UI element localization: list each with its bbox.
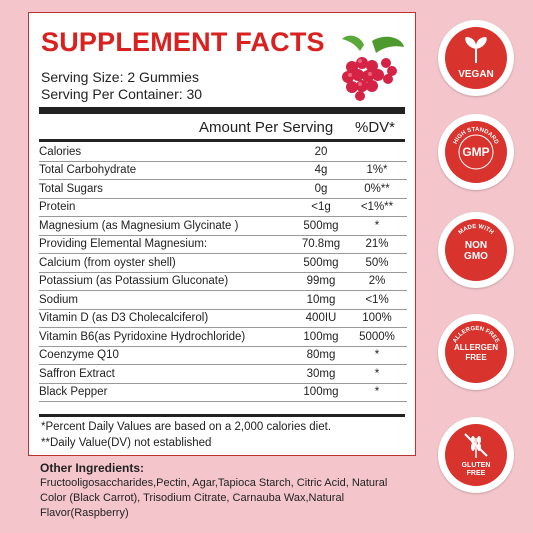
nutrient-row: Black Pepper 100mg * [39, 383, 407, 402]
nutrient-name: Vitamin B6(as Pyridoxine Hydrochloride) [39, 327, 295, 347]
nutrient-dv: 2% [347, 272, 407, 291]
nutrient-amount: 500mg [295, 253, 347, 273]
nutrient-dv: 21% [347, 235, 407, 254]
nutrient-row: Coenzyme Q10 80mg * [39, 346, 407, 365]
allergen-line2: FREE [465, 353, 487, 362]
nutrient-dv: * [347, 346, 407, 365]
gmp-label: GMP [462, 145, 490, 159]
allergen-free-label: ALLERGEN FREE [445, 343, 507, 363]
nutrient-row: Vitamin D (as D3 Cholecalciferol) 400IU 10… [39, 309, 407, 328]
gmp-badge: HIGH STANDARD GMP [438, 114, 514, 190]
nutrient-name: Protein [39, 198, 295, 217]
wheat-crossed-icon [464, 433, 488, 458]
nutrient-dv: * [347, 216, 407, 236]
nutrient-row: Providing Elemental Magnesium: 70.8mg 21% [39, 235, 407, 254]
footnote-not-established: **Daily Value(DV) not established [41, 437, 212, 449]
non-gmo-line2: GMO [464, 251, 488, 262]
nutrient-name: Coenzyme Q10 [39, 346, 295, 365]
nutrient-row: Calories 20 [39, 143, 407, 162]
allergen-line1: ALLERGEN [454, 343, 498, 352]
supplement-facts-panel: SUPPLEMENT FACTS Serving Size: 2 Gummies… [28, 12, 416, 456]
nutrient-name: Total Sugars [39, 179, 295, 199]
nutrient-amount: 500mg [295, 216, 347, 236]
nutrient-dv: * [347, 383, 407, 402]
nutrient-row: Protein <1g <1%** [39, 198, 407, 217]
servings-per-container: Serving Per Container: 30 [41, 86, 203, 102]
raspberry-image [342, 35, 404, 101]
nutrient-name: Magnesium (as Magnesium Glycinate ) [39, 216, 295, 236]
nutrient-row: Saffron Extract 30mg * [39, 364, 407, 384]
other-ingredients-text: Fructooligosaccharides,Pectin, Agar,Tapi… [40, 477, 388, 519]
nutrient-amount: 80mg [295, 346, 347, 365]
nutrient-row: Vitamin B6(as Pyridoxine Hydrochloride) 1… [39, 327, 407, 347]
vegan-badge: VEGAN [438, 20, 514, 96]
nutrient-name: Vitamin D (as D3 Cholecalciferol) [39, 309, 295, 328]
serving-size: Serving Size: 2 Gummies [41, 69, 199, 85]
nutrient-row: Total Carbohydrate 4g 1%* [39, 161, 407, 180]
svg-text:MADE WITH: MADE WITH [458, 224, 495, 236]
nutrient-dv: 0%** [347, 179, 407, 199]
nutrient-dv: <1% [347, 290, 407, 310]
nutrient-name: Sodium [39, 290, 295, 310]
nutrient-name: Calcium (from oyster shell) [39, 253, 295, 273]
nutrient-name: Calories [39, 143, 295, 162]
other-ingredients-title: Other Ingredients: [40, 461, 145, 475]
nutrient-amount: 20 [295, 143, 347, 162]
nutrient-amount: 10mg [295, 290, 347, 310]
gluten-free-badge: GLUTEN FREE [438, 417, 514, 493]
nutrient-amount: 400IU [295, 309, 347, 328]
gluten-free-label: GLUTEN FREE [445, 462, 507, 478]
nutrient-name: Total Carbohydrate [39, 161, 295, 180]
allergen-ring: ALLERGEN FREE [452, 326, 500, 344]
nutrient-name: Saffron Extract [39, 364, 295, 384]
nutrient-row: Sodium 10mg <1% [39, 290, 407, 310]
divider [39, 139, 405, 142]
nutrient-row: Total Sugars 0g 0%** [39, 179, 407, 199]
non-gmo-badge: MADE WITH NON GMO [438, 212, 514, 288]
nutrient-amount: 30mg [295, 364, 347, 384]
nutrient-amount: 0g [295, 179, 347, 199]
svg-text:ALLERGEN FREE: ALLERGEN FREE [452, 326, 500, 344]
nutrient-name: Black Pepper [39, 383, 295, 402]
facts-title: SUPPLEMENT FACTS [41, 27, 325, 57]
nutrient-amount: 4g [295, 161, 347, 180]
nutrient-name: Providing Elemental Magnesium: [39, 235, 295, 254]
nutrient-row: Potassium (as Potassium Gluconate) 99mg 2% [39, 272, 407, 291]
nutrient-amount: 100mg [295, 383, 347, 402]
nutrient-dv: * [347, 364, 407, 384]
gluten-line2: FREE [466, 470, 486, 477]
nutrient-name: Potassium (as Potassium Gluconate) [39, 272, 295, 291]
leaf-icon [465, 37, 487, 63]
footnote-dv: *Percent Daily Values are based on a 2,0… [41, 421, 332, 433]
gmp-ring: HIGH STANDARD [453, 127, 500, 170]
vegan-label: VEGAN [458, 69, 494, 80]
nutrient-dv: <1%** [347, 198, 407, 217]
nutrient-dv: 1%* [347, 161, 407, 180]
svg-text:HIGH STANDARD: HIGH STANDARD [453, 127, 500, 146]
gluten-line1: GLUTEN [461, 462, 491, 469]
allergen-free-badge: ALLERGEN FREE ALLERGEN FREE [438, 314, 514, 390]
heavy-divider [39, 107, 405, 114]
nutrient-dv: 50% [347, 253, 407, 273]
non-gmo-line1: NON [464, 240, 488, 251]
nutrient-dv: 5000% [347, 327, 407, 347]
nutrient-amount: 70.8mg [295, 235, 347, 254]
nutrient-amount: 100mg [295, 327, 347, 347]
divider [39, 414, 405, 417]
non-gmo-label: NON GMO [445, 240, 507, 262]
nutrient-dv [347, 143, 407, 162]
nutrient-amount: 99mg [295, 272, 347, 291]
non-gmo-ring: MADE WITH [458, 224, 495, 236]
facts-table: Calories 20 Total Carbohydrate 4g 1%* Total S… [39, 143, 407, 402]
nutrient-row: Magnesium (as Magnesium Glycinate ) 500mg… [39, 216, 407, 236]
amount-per-serving-header: Amount Per Serving [199, 119, 334, 136]
nutrient-amount: <1g [295, 198, 347, 217]
daily-value-header: %DV* [355, 119, 396, 136]
nutrient-row: Calcium (from oyster shell) 500mg 50% [39, 253, 407, 273]
nutrient-dv: 100% [347, 309, 407, 328]
